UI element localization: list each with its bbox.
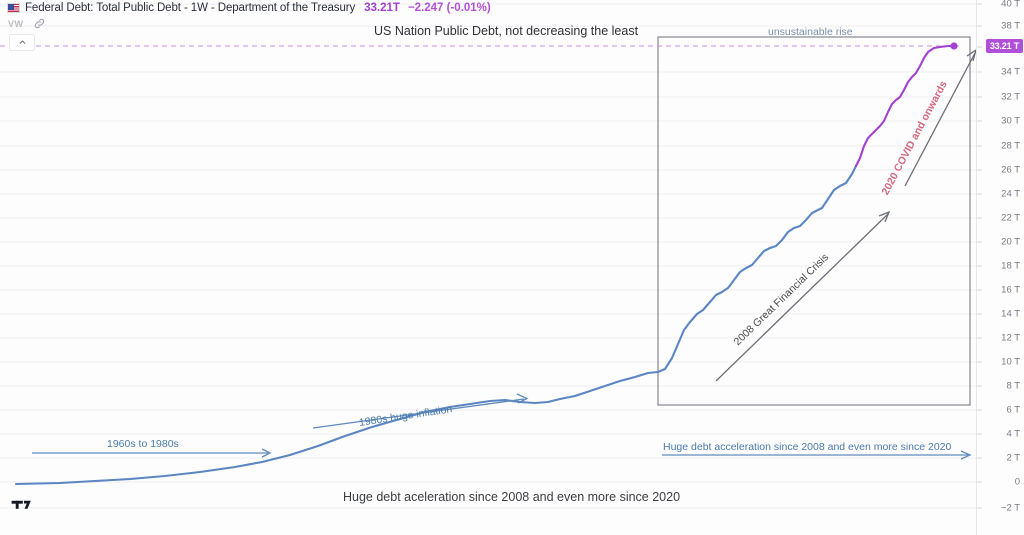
bottom-caption: Huge debt aceleration since 2008 and eve… (343, 490, 681, 504)
price-tick-dash (977, 145, 982, 147)
price-tick-label: 10 T (1001, 356, 1020, 368)
price-tick-dash (977, 433, 982, 435)
last-value-dot (950, 42, 958, 50)
price-scale[interactable]: 40 T38 T36 T34 T32 T30 T28 T26 T24 T22 T… (976, 0, 1024, 535)
price-tick-dash (977, 3, 982, 5)
price-tick-dash (977, 289, 982, 291)
chevron-up-icon (18, 40, 26, 45)
price-tick-label: 34 T (1001, 66, 1020, 78)
price-tick-label: 32 T (1001, 91, 1020, 103)
price-tick-dash (977, 96, 982, 98)
price-tick-dash (977, 46, 982, 48)
arrow-debt-acceleration (662, 450, 972, 460)
label-huge-debt-acceleration: Huge debt acceleration since 2008 and ev… (663, 441, 952, 453)
price-tick-dash (977, 193, 982, 195)
price-tick-dash (977, 313, 982, 315)
price-tick-dash (977, 457, 982, 459)
price-tick-dash (977, 507, 982, 509)
arrow-2008-gfc (715, 210, 891, 382)
price-tick-label: 22 T (1001, 212, 1020, 224)
arrow-1980s-inflation (312, 393, 529, 429)
price-tick-label: 12 T (1001, 332, 1020, 344)
arrow-1960s-1980s (32, 448, 272, 458)
unsustainable-rise-label: unsustainable rise (768, 26, 853, 38)
arrow-2020-covid (904, 49, 976, 187)
price-tick-label: −2 T (1000, 502, 1020, 514)
price-tick-label: 30 T (1001, 115, 1020, 127)
price-tick-label: 0 (1014, 476, 1020, 488)
price-change-value: −2.247 (-0.01%) (407, 2, 491, 14)
price-tick-dash (977, 241, 982, 243)
price-tick-dash (977, 169, 982, 171)
chart-header: Federal Debt: Total Public Debt - 1W - D… (0, 0, 1024, 16)
price-tick-label: 28 T (1001, 140, 1020, 152)
price-tick-dash (977, 385, 982, 387)
selection-rectangle (657, 36, 971, 406)
price-tick-label: 16 T (1001, 284, 1020, 296)
price-tick-dash (977, 71, 982, 73)
last-price-value: 33.21T (364, 2, 400, 14)
chart-subtoolbar: VW (8, 17, 46, 30)
volume-weighted-label[interactable]: VW (8, 18, 24, 29)
debt-line-blue (14, 164, 858, 486)
price-tick-label: 40 T (1001, 0, 1020, 10)
price-tick-label: 2 T (1006, 452, 1020, 464)
chart-title-annotation: US Nation Public Debt, not decreasing th… (374, 24, 639, 38)
us-flag-icon (7, 3, 20, 13)
last-price-badge: 33.21 T (985, 39, 1023, 53)
price-tick-label: 18 T (1001, 260, 1020, 272)
tradingview-logo[interactable] (11, 496, 41, 512)
price-tick-label: 20 T (1001, 236, 1020, 248)
price-tick-label: 8 T (1006, 380, 1020, 392)
price-tick-dash (977, 217, 982, 219)
price-tick-label: 6 T (1006, 404, 1020, 416)
price-tick-label: 24 T (1001, 188, 1020, 200)
collapse-pane-button[interactable] (9, 34, 35, 51)
price-tick-dash (977, 265, 982, 267)
price-tick-dash (977, 409, 982, 411)
price-tick-dash (977, 120, 982, 122)
label-1960s-to-1980s: 1960s to 1980s (107, 438, 179, 450)
grid-lines (0, 3, 976, 509)
price-tick-dash (977, 25, 982, 27)
price-tick-dash (977, 337, 982, 339)
symbol-title[interactable]: Federal Debt: Total Public Debt - 1W - D… (25, 2, 356, 14)
debt-line-magenta (854, 44, 956, 168)
price-tick-label: 26 T (1001, 164, 1020, 176)
price-tick-label: 38 T (1001, 20, 1020, 32)
price-tick-dash (977, 481, 982, 483)
price-tick-label: 14 T (1001, 308, 1020, 320)
link-icon[interactable] (33, 17, 46, 30)
price-tick-label: 4 T (1006, 428, 1020, 440)
price-tick-dash (977, 361, 982, 363)
chart-plot-area[interactable] (0, 0, 976, 520)
